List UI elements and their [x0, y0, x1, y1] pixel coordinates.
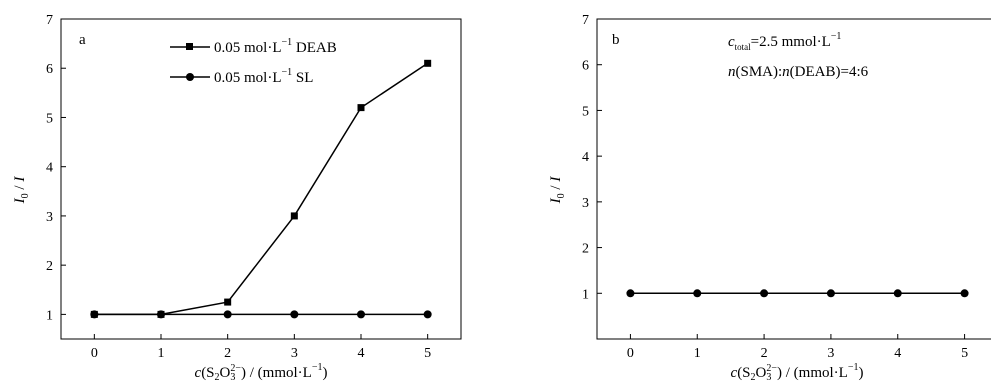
y-tick-label: 5	[46, 111, 53, 126]
data-point-circle	[423, 310, 432, 319]
panel-b-plot-frame	[596, 18, 991, 340]
x-tick-label: 2	[224, 346, 231, 361]
data-point-square	[357, 104, 365, 112]
panel-b-annotation-total: ctotal=2.5 mmol·L−1	[728, 31, 841, 52]
panel-a-plot-frame	[60, 18, 462, 340]
data-point-circle	[826, 289, 835, 298]
x-tick-label: 0	[627, 346, 634, 361]
x-tick-label: 3	[827, 346, 834, 361]
panel-b-annotation-ratio: n(SMA):n(DEAB)=4:6	[728, 64, 869, 80]
x-tick-label: 5	[424, 346, 431, 361]
legend-deab-marker	[186, 43, 193, 50]
x-tick-label: 1	[694, 346, 701, 361]
y-tick-label: 5	[582, 104, 589, 119]
panel-b-x-ticks: 0 1 2 3 4 5	[627, 334, 968, 361]
panel-a-x-axis-label: c(S2O32−) / (mmol·L−1)	[195, 362, 328, 382]
panel-b: 1 2 3 4 5 6 7 0 1 2 3 4 5 b ctotal=2.5 mmol·L−1 n(S…	[548, 13, 991, 382]
x-tick-label: 4	[894, 346, 901, 361]
data-point-square	[290, 212, 298, 220]
y-tick-label: 1	[582, 287, 589, 302]
legend-sl-text: 0.05 mol·L−1 SL	[214, 67, 313, 86]
panel-a-legend: 0.05 mol·L−1 DEAB 0.05 mol·L−1 SL	[170, 37, 337, 86]
panel-a: 1 2 3 4 5 6 7 0 1 2 3 4 5 a 0.05 mol·L−1 DEAB 0.05 …	[12, 13, 462, 382]
x-tick-label: 0	[91, 346, 98, 361]
y-tick-label: 4	[46, 161, 53, 176]
x-tick-label: 1	[158, 346, 165, 361]
y-tick-label: 4	[582, 150, 589, 165]
panel-a-label: a	[79, 32, 86, 48]
y-tick-label: 6	[582, 59, 589, 74]
y-tick-label: 7	[582, 13, 589, 28]
data-point-circle	[157, 310, 165, 319]
y-tick-label: 3	[582, 196, 589, 211]
y-tick-label: 1	[46, 308, 53, 323]
y-tick-label: 2	[46, 259, 53, 274]
data-point-circle	[893, 289, 902, 298]
data-point-circle	[693, 289, 702, 298]
panel-b-y-axis-label: I0 / I	[548, 176, 567, 205]
panel-b-series	[626, 289, 969, 298]
data-point-square	[424, 59, 432, 67]
x-tick-label: 2	[761, 346, 768, 361]
y-tick-label: 3	[46, 210, 53, 225]
data-point-circle	[223, 310, 232, 319]
data-point-circle	[290, 310, 299, 319]
data-point-square	[224, 298, 232, 306]
panel-b-label: b	[612, 32, 620, 48]
panel-b-x-axis-label: c(S2O32−) / (mmol·L−1)	[731, 362, 864, 382]
panel-a-y-ticks: 1 2 3 4 5 6 7	[46, 13, 66, 323]
x-tick-label: 4	[358, 346, 365, 361]
y-tick-label: 2	[582, 242, 589, 257]
panel-b-y-ticks: 1 2 3 4 5 6 7	[582, 13, 602, 302]
data-point-circle	[90, 310, 99, 319]
y-tick-label: 6	[46, 62, 53, 77]
panel-a-y-axis-label: I0 / I	[12, 176, 31, 205]
data-point-circle	[357, 310, 365, 319]
panel-a-x-ticks: 0 1 2 3 4 5	[91, 334, 431, 361]
x-tick-label: 3	[291, 346, 298, 361]
data-point-circle	[626, 289, 635, 298]
series-line-square	[94, 62, 429, 316]
x-tick-label: 5	[961, 346, 968, 361]
y-tick-label: 7	[46, 13, 53, 28]
legend-sl-marker	[186, 73, 194, 81]
panel-a-series	[90, 59, 432, 319]
legend-deab-text: 0.05 mol·L−1 DEAB	[214, 37, 337, 56]
data-point-circle	[960, 289, 969, 298]
data-point-circle	[760, 289, 769, 298]
